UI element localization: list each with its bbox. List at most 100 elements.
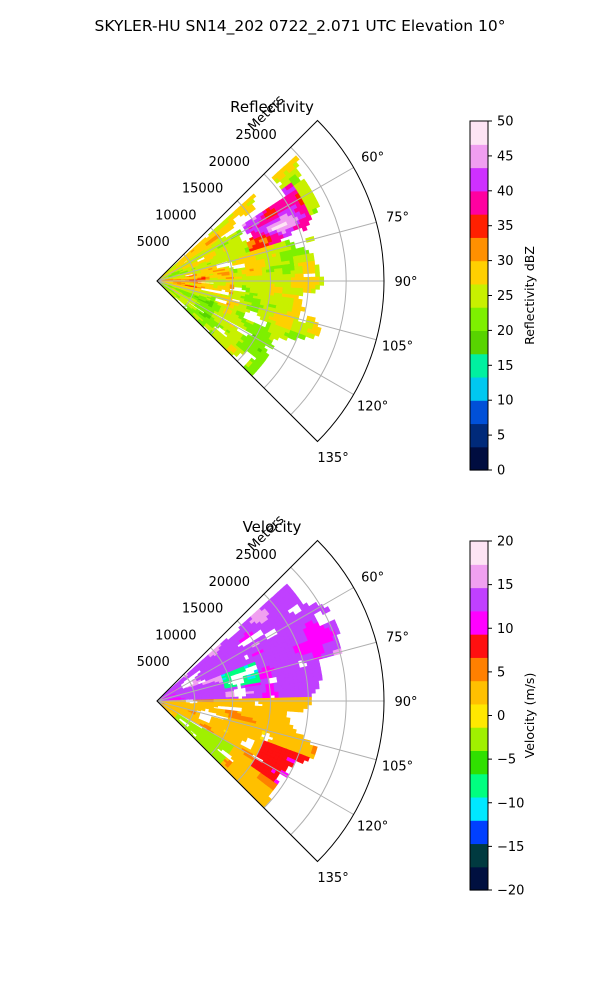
radar-cell bbox=[299, 700, 304, 706]
radar-cell bbox=[258, 280, 263, 285]
radar-cell bbox=[250, 275, 255, 280]
radar-cell bbox=[274, 271, 280, 276]
radar-cell bbox=[294, 287, 300, 293]
radar-cell bbox=[300, 334, 307, 341]
radar-cell bbox=[298, 291, 304, 297]
radar-cell bbox=[298, 685, 304, 691]
colorbar-tick-label: 25 bbox=[497, 289, 514, 304]
radar-cell bbox=[262, 700, 268, 705]
angular-tick-label: 135° bbox=[317, 451, 348, 466]
radar-cell bbox=[290, 280, 296, 285]
radar-cell bbox=[317, 675, 323, 681]
radar-cell bbox=[302, 689, 308, 695]
radar-cell bbox=[311, 280, 316, 286]
radar-cell bbox=[189, 697, 194, 700]
radar-cell bbox=[212, 287, 218, 291]
radar-cell bbox=[299, 280, 304, 286]
radar-cell bbox=[241, 287, 247, 291]
colorbar-swatch bbox=[470, 773, 488, 798]
colorbar-swatch bbox=[470, 727, 488, 751]
radar-cell bbox=[282, 690, 288, 696]
colorbar-swatch bbox=[470, 703, 488, 728]
figure-suptitle: SKYLER-HU SN14_202 0722_2.071 UTC Elevat… bbox=[95, 17, 506, 36]
radar-cell bbox=[306, 215, 313, 222]
radar-cell bbox=[282, 694, 288, 699]
radar-cell bbox=[298, 707, 304, 713]
radar-cell bbox=[208, 287, 214, 291]
velocity-colorbar: −20 −15 −10 −5 0 5 10 15 20 bbox=[469, 535, 524, 899]
colorbar-swatch bbox=[470, 376, 488, 401]
colorbar-swatch bbox=[470, 214, 488, 238]
radar-cell bbox=[304, 220, 310, 227]
radar-cell bbox=[298, 704, 304, 709]
radar-cell bbox=[292, 161, 300, 169]
colorbar-tick-label: −15 bbox=[497, 840, 524, 855]
radar-cell bbox=[290, 693, 296, 699]
radar-cell bbox=[262, 695, 268, 699]
radar-cell bbox=[204, 286, 210, 290]
velocity-field bbox=[156, 583, 343, 808]
radar-cell bbox=[216, 288, 222, 292]
radar-cell bbox=[286, 270, 292, 275]
colorbar-swatch bbox=[470, 353, 488, 378]
radar-cell bbox=[230, 220, 237, 227]
radar-cell bbox=[294, 284, 300, 289]
radar-cell bbox=[249, 206, 256, 212]
sector-outline bbox=[156, 119, 385, 443]
radar-cell bbox=[314, 264, 320, 270]
radar-cell bbox=[292, 155, 300, 163]
colorbar-swatch bbox=[470, 680, 488, 705]
radar-cell bbox=[310, 268, 316, 274]
radar-cell bbox=[286, 693, 292, 699]
radar-cell bbox=[290, 270, 296, 275]
colorbar-tick-label: 10 bbox=[497, 622, 514, 637]
radar-cell bbox=[286, 700, 292, 705]
radar-cell bbox=[286, 284, 292, 289]
colorbar-tick-label: 5 bbox=[497, 429, 505, 444]
colorbar-swatch bbox=[470, 634, 488, 658]
radar-cell bbox=[294, 269, 300, 275]
radar-cell bbox=[291, 335, 298, 341]
radial-tick-label: 25000 bbox=[235, 128, 276, 143]
radar-cell bbox=[286, 273, 292, 279]
radar-cell bbox=[258, 700, 263, 705]
radar-cell bbox=[282, 335, 289, 341]
radar-cell bbox=[200, 708, 206, 712]
radar-cell bbox=[270, 700, 276, 705]
radar-cell bbox=[319, 280, 325, 286]
radar-cell bbox=[295, 171, 302, 179]
radar-cell bbox=[274, 283, 280, 288]
radar-cell bbox=[274, 691, 280, 696]
colorbar-tick-label: 50 bbox=[497, 115, 514, 130]
radar-cell bbox=[310, 684, 316, 690]
colorbar-swatch bbox=[470, 237, 488, 262]
colorbar-swatch bbox=[470, 820, 488, 845]
radar-cell bbox=[294, 266, 300, 271]
radar-cell bbox=[286, 707, 292, 712]
velocity-colorbar-label: Velocity (m/s) bbox=[522, 673, 537, 759]
radar-cell bbox=[282, 270, 288, 276]
radar-cell bbox=[278, 694, 284, 699]
radar-cell bbox=[232, 686, 238, 690]
radar-cell bbox=[274, 694, 280, 699]
angular-tick-label: 135° bbox=[317, 871, 348, 886]
colorbar-tick-label: 0 bbox=[497, 709, 505, 724]
radar-cell bbox=[298, 284, 304, 289]
radar-cell bbox=[319, 276, 325, 282]
reflectivity-colorbar-label: Reflectivity dBZ bbox=[522, 246, 537, 345]
radar-cell bbox=[224, 289, 230, 293]
colorbar-swatch bbox=[470, 423, 488, 448]
colorbar-tick-label: 15 bbox=[497, 578, 514, 593]
radar-cell bbox=[225, 704, 231, 707]
radar-cell bbox=[270, 691, 276, 696]
radar-cell bbox=[298, 273, 304, 278]
radar-cell bbox=[323, 606, 331, 614]
angular-tick-label: 75° bbox=[386, 211, 409, 226]
radar-cell bbox=[258, 275, 264, 279]
radar-cell bbox=[282, 274, 288, 279]
reflectivity-field bbox=[156, 155, 325, 377]
radar-cell bbox=[286, 231, 293, 237]
angular-gridline bbox=[156, 280, 377, 341]
radar-cell bbox=[334, 628, 341, 636]
radar-cell bbox=[274, 280, 280, 285]
